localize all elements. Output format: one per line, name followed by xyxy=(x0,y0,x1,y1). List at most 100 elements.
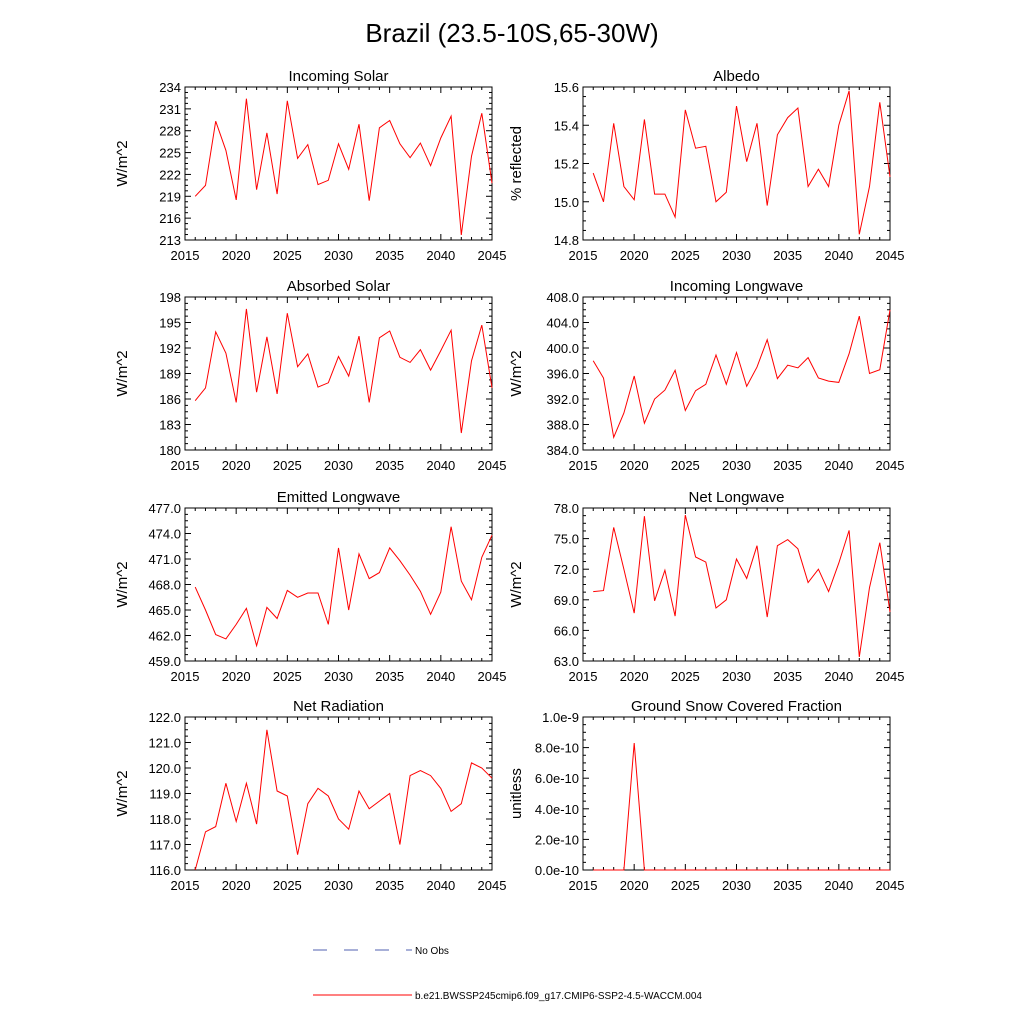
chart-panel: Incoming Solar W/m^2 2015 2020 2025 2030 2035 2… xyxy=(114,68,506,263)
y-tick-label: 396.0 xyxy=(546,367,579,382)
chart-panel: Net Radiation W/m^2 2015 2020 2025 2030 2035 20… xyxy=(114,698,506,893)
y-tick-label: 477.0 xyxy=(148,501,181,516)
x-tick-label: 2020 xyxy=(222,669,251,684)
y-tick-label: 219 xyxy=(159,189,181,204)
y-axis-label: W/m^2 xyxy=(114,350,131,396)
x-tick-label: 2015 xyxy=(171,458,200,473)
y-tick-label: 180 xyxy=(159,443,181,458)
plot-frame xyxy=(184,507,493,662)
y-tick-label: 0.0e-10 xyxy=(535,863,579,878)
plot-frame xyxy=(184,296,493,451)
panel-title: Net Radiation xyxy=(293,698,384,715)
chart-panel: Net Longwave W/m^2 2015 2020 2025 2030 2035 204… xyxy=(508,489,904,684)
y-tick-label: 459.0 xyxy=(148,654,181,669)
x-tick-label: 2020 xyxy=(222,248,251,263)
y-tick-label: 14.8 xyxy=(554,233,579,248)
x-tick-label: 2025 xyxy=(671,669,700,684)
x-tick-label: 2015 xyxy=(569,669,598,684)
y-axis-label: W/m^2 xyxy=(114,770,131,816)
y-tick-label: 183 xyxy=(159,418,181,433)
y-tick-label: 222 xyxy=(159,167,181,182)
y-tick-label: 8.0e-10 xyxy=(535,741,579,756)
x-tick-label: 2040 xyxy=(426,878,455,893)
y-tick-label: 118.0 xyxy=(149,812,181,827)
series-line xyxy=(194,308,493,434)
x-tick-label: 2040 xyxy=(824,878,853,893)
x-tick-label: 2030 xyxy=(722,669,751,684)
panels: Incoming Solar W/m^2 2015 2020 2025 2030 2035 2… xyxy=(114,68,904,893)
x-tick-label: 2035 xyxy=(375,878,404,893)
x-tick-label: 2040 xyxy=(426,248,455,263)
y-tick-label: 2.0e-10 xyxy=(535,832,579,847)
y-tick-label: 4.0e-10 xyxy=(535,802,579,817)
chart-panel: Incoming Longwave W/m^2 2015 2020 2025 2030 20… xyxy=(508,278,904,473)
y-axis-label: W/m^2 xyxy=(508,350,525,396)
y-tick-label: 231 xyxy=(159,102,181,117)
y-tick-label: 69.0 xyxy=(554,593,579,608)
x-tick-label: 2035 xyxy=(773,878,802,893)
panel-title: Ground Snow Covered Fraction xyxy=(631,698,842,715)
x-tick-label: 2045 xyxy=(478,248,507,263)
y-tick-label: 189 xyxy=(159,367,181,382)
x-tick-label: 2015 xyxy=(569,458,598,473)
x-tick-label: 2045 xyxy=(876,458,905,473)
y-tick-label: 198 xyxy=(159,290,181,305)
x-tick-label: 2045 xyxy=(478,878,507,893)
x-tick-label: 2045 xyxy=(876,248,905,263)
x-tick-label: 2035 xyxy=(773,248,802,263)
series-line xyxy=(592,309,891,440)
plot-frame xyxy=(582,507,891,662)
y-tick-label: 225 xyxy=(159,146,181,161)
x-tick-label: 2045 xyxy=(876,669,905,684)
y-tick-label: 392.0 xyxy=(546,392,579,407)
y-tick-label: 15.0 xyxy=(554,195,579,210)
x-tick-label: 2015 xyxy=(171,248,200,263)
x-tick-label: 2030 xyxy=(324,669,353,684)
panel-title: Net Longwave xyxy=(689,489,785,506)
x-tick-label: 2040 xyxy=(824,248,853,263)
y-tick-label: 234 xyxy=(159,80,181,95)
x-tick-label: 2030 xyxy=(722,458,751,473)
y-tick-label: 117.0 xyxy=(149,838,181,853)
y-tick-label: 78.0 xyxy=(554,501,579,516)
x-tick-label: 2040 xyxy=(426,669,455,684)
x-tick-label: 2035 xyxy=(773,458,802,473)
x-tick-label: 2045 xyxy=(478,669,507,684)
y-axis-label: W/m^2 xyxy=(508,561,525,607)
plot-frame xyxy=(184,716,493,871)
chart-panel: Ground Snow Covered Fraction unitless 2015… xyxy=(508,698,904,893)
series-line xyxy=(194,526,493,648)
x-tick-label: 2015 xyxy=(171,669,200,684)
legend-model-label: b.e21.BWSSP245cmip6.f09_g17.CMIP6-SSP2-4… xyxy=(415,991,702,1002)
x-tick-label: 2020 xyxy=(620,458,649,473)
y-axis-label: unitless xyxy=(508,768,525,819)
y-tick-label: 72.0 xyxy=(554,562,579,577)
chart-panel: Absorbed Solar W/m^2 2015 2020 2025 2030 2035 2… xyxy=(114,278,506,473)
chart-panel: Emitted Longwave W/m^2 2015 2020 2025 2030 203… xyxy=(114,489,506,684)
x-tick-label: 2030 xyxy=(324,878,353,893)
y-tick-label: 66.0 xyxy=(554,623,579,638)
plot-frame xyxy=(582,296,891,451)
x-tick-label: 2045 xyxy=(876,878,905,893)
chart-panel: Albedo % reflected 2015 2020 2025 2030 2035 204… xyxy=(508,68,904,263)
y-tick-label: 75.0 xyxy=(554,532,579,547)
legend: No Obs b.e21.BWSSP245cmip6.f09_g17.CMIP6… xyxy=(313,946,702,1002)
plot-frame xyxy=(184,86,493,241)
panel-title: Incoming Solar xyxy=(288,68,388,85)
y-tick-label: 192 xyxy=(159,341,181,356)
figure-title: Brazil (23.5-10S,65-30W) xyxy=(365,18,658,48)
x-tick-label: 2025 xyxy=(273,669,302,684)
y-tick-label: 15.6 xyxy=(554,80,579,95)
y-tick-label: 186 xyxy=(159,392,181,407)
y-tick-label: 404.0 xyxy=(546,316,579,331)
y-axis-label: % reflected xyxy=(508,126,525,201)
panel-title: Incoming Longwave xyxy=(670,278,803,295)
y-axis-label: W/m^2 xyxy=(114,561,131,607)
y-axis-label: W/m^2 xyxy=(114,140,131,186)
x-tick-label: 2040 xyxy=(824,458,853,473)
x-tick-label: 2020 xyxy=(620,878,649,893)
y-tick-label: 15.4 xyxy=(554,118,579,133)
x-tick-label: 2020 xyxy=(222,878,251,893)
x-tick-label: 2025 xyxy=(273,878,302,893)
y-tick-label: 119.0 xyxy=(149,787,181,802)
